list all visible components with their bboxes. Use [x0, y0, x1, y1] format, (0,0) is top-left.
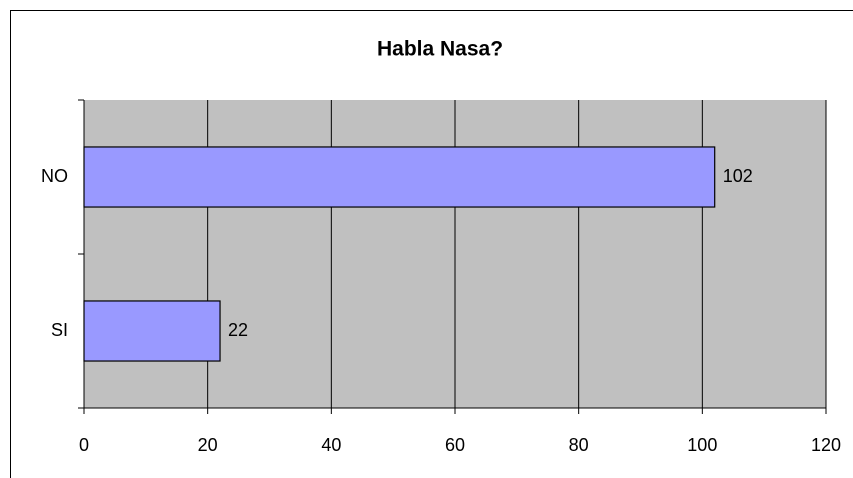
data-label: 22 [228, 320, 248, 340]
bar [83, 300, 221, 362]
x-tick-label: 100 [687, 435, 717, 455]
x-tick-label: 120 [811, 435, 841, 455]
x-tick-label: 40 [321, 435, 341, 455]
chart-title: Habla Nasa? [377, 38, 503, 61]
x-tick-label: 0 [79, 435, 89, 455]
x-tick-label: 20 [198, 435, 218, 455]
data-label: 102 [723, 166, 753, 186]
x-tick-label: 80 [569, 435, 589, 455]
y-tick-label: NO [41, 166, 68, 186]
y-tick-label: SI [51, 320, 68, 340]
x-tick-label: 60 [445, 435, 465, 455]
bar [83, 146, 716, 208]
